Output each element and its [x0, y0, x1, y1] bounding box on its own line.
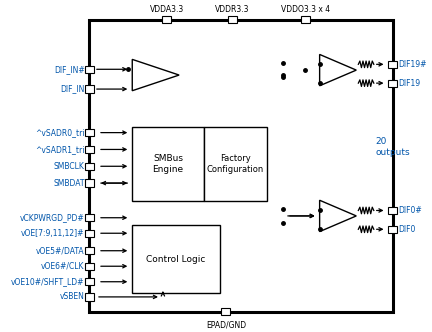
Text: DIF_IN: DIF_IN — [60, 85, 85, 94]
Bar — [85, 293, 94, 300]
Text: vCKPWRGD_PD#: vCKPWRGD_PD# — [20, 213, 85, 222]
Bar — [301, 16, 310, 24]
Text: Control Logic: Control Logic — [146, 255, 206, 264]
Bar — [85, 129, 94, 136]
Bar — [388, 226, 397, 233]
Text: 20
outputs: 20 outputs — [375, 137, 410, 156]
Text: DIF0#: DIF0# — [398, 206, 422, 215]
Text: SMBCLK: SMBCLK — [54, 162, 85, 171]
Bar — [85, 263, 94, 270]
Text: DIF19#: DIF19# — [398, 60, 426, 69]
Bar — [85, 85, 94, 93]
Text: VDDR3.3: VDDR3.3 — [215, 5, 249, 14]
Text: vSBEN: vSBEN — [60, 292, 85, 301]
Bar — [132, 225, 220, 293]
Bar — [85, 214, 94, 221]
Text: EPAD/GND: EPAD/GND — [206, 321, 246, 330]
Text: ^vSADR1_tri: ^vSADR1_tri — [35, 145, 85, 154]
Text: VDDO3.3 x 4: VDDO3.3 x 4 — [281, 5, 330, 14]
Bar — [388, 61, 397, 68]
Bar — [89, 20, 393, 312]
Bar — [85, 180, 94, 187]
Text: vOE10#/SHFT_LD#: vOE10#/SHFT_LD# — [11, 277, 85, 286]
Text: DIF0: DIF0 — [398, 225, 415, 234]
Text: vOE6#/CLK: vOE6#/CLK — [41, 262, 85, 271]
Bar — [388, 79, 397, 87]
Text: vOE[7:9,11,12]#: vOE[7:9,11,12]# — [21, 229, 85, 238]
Bar — [85, 163, 94, 170]
Bar — [228, 16, 237, 24]
Text: ^vSADR0_tri: ^vSADR0_tri — [35, 128, 85, 137]
Bar — [222, 308, 230, 315]
Bar — [85, 66, 94, 73]
Text: SMBDAT: SMBDAT — [53, 179, 85, 188]
Text: DIF_IN#: DIF_IN# — [54, 65, 85, 74]
Bar — [162, 16, 172, 24]
Bar — [132, 127, 203, 201]
Bar — [85, 146, 94, 153]
Text: SMBus
Engine: SMBus Engine — [152, 154, 184, 174]
Text: Factory
Configuration: Factory Configuration — [206, 154, 264, 174]
Bar — [388, 207, 397, 214]
Bar — [85, 247, 94, 254]
Bar — [85, 230, 94, 237]
Text: VDDA3.3: VDDA3.3 — [150, 5, 184, 14]
Text: DIF19: DIF19 — [398, 79, 420, 88]
Bar — [203, 127, 267, 201]
Text: vOE5#/DATA: vOE5#/DATA — [36, 246, 85, 255]
Bar — [85, 278, 94, 286]
